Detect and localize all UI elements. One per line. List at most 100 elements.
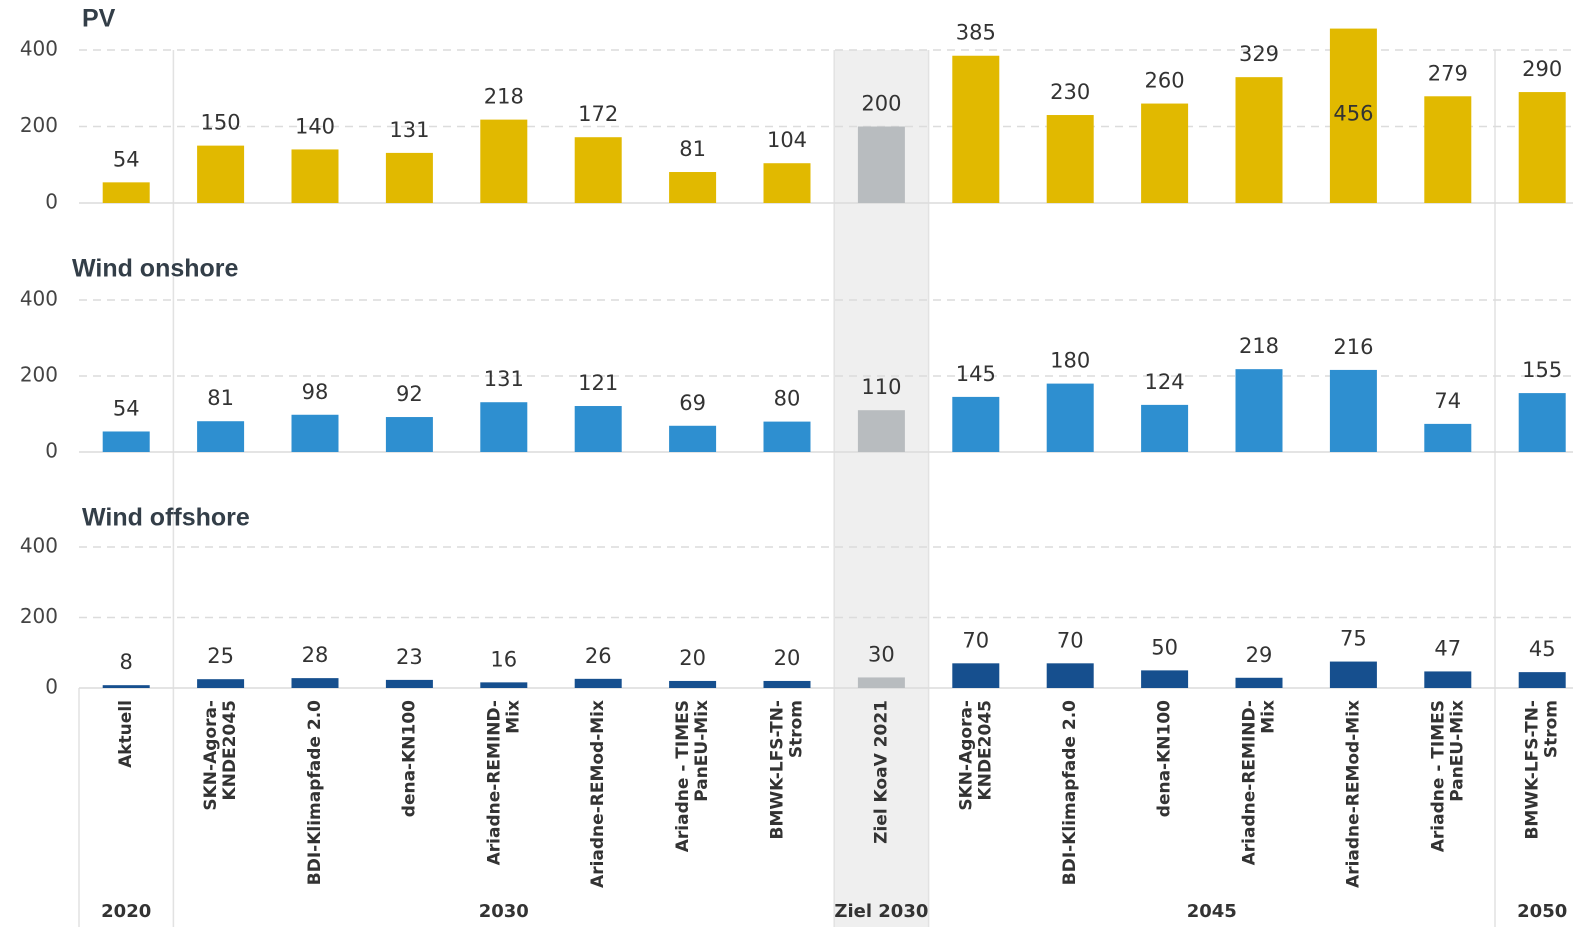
bar [763, 421, 811, 452]
bar [1329, 369, 1377, 452]
value-label: 290 [1522, 57, 1562, 81]
bar [763, 163, 811, 203]
value-label: 75 [1340, 627, 1367, 651]
bar [102, 431, 150, 452]
panel-title: PV [82, 5, 116, 33]
value-label: 216 [1333, 335, 1373, 359]
value-label: 104 [767, 128, 807, 152]
value-label: 110 [861, 375, 901, 399]
y-tick-label: 400 [20, 287, 58, 311]
category-label: Mix [503, 700, 523, 734]
group-label: 2030 [479, 901, 529, 922]
value-label: 20 [774, 646, 801, 670]
bar [291, 678, 339, 688]
bar [952, 55, 1000, 203]
bar [952, 396, 1000, 452]
bar [669, 425, 717, 452]
bar [1518, 672, 1566, 688]
bar [574, 678, 622, 688]
category-label: PanEU-Mix [692, 700, 712, 802]
bar [1235, 677, 1283, 688]
category-label: KNDE2045 [220, 700, 240, 800]
bar [291, 149, 339, 203]
value-label: 8 [120, 650, 133, 674]
bar [857, 126, 905, 203]
y-tick-label: 0 [45, 190, 58, 214]
category-label: BMWK-LFS-TN- [1523, 700, 1543, 840]
bar [197, 421, 245, 452]
value-label: 50 [1151, 635, 1178, 659]
value-label: 20 [679, 646, 706, 670]
category-label: SKN-Agora- [201, 700, 221, 811]
bar [763, 680, 811, 688]
value-label: 150 [201, 111, 241, 135]
bar [574, 137, 622, 203]
panel-title: Wind onshore [72, 255, 239, 283]
value-label: 26 [585, 644, 612, 668]
bar [1046, 115, 1094, 203]
bar [669, 172, 717, 203]
bar [1046, 663, 1094, 688]
bar [857, 410, 905, 452]
bar [1424, 96, 1472, 203]
value-label: 70 [1057, 628, 1084, 652]
value-label: 260 [1145, 69, 1185, 93]
value-label: 28 [302, 643, 329, 667]
value-label: 155 [1522, 358, 1562, 382]
value-label: 74 [1434, 389, 1461, 413]
value-label: 140 [295, 114, 335, 138]
value-label: 218 [1239, 334, 1279, 358]
category-label: Strom [787, 700, 807, 758]
value-label: 180 [1050, 349, 1090, 373]
bar [1141, 404, 1189, 452]
category-label: Ziel KoaV 2021 [871, 700, 891, 844]
value-label: 54 [113, 147, 140, 171]
value-label: 70 [962, 628, 989, 652]
category-label: Ariadne - TIMES [673, 700, 693, 852]
category-label: BDI-Klimapfade 2.0 [1060, 700, 1080, 885]
value-label: 121 [578, 371, 618, 395]
y-tick-label: 200 [20, 604, 58, 628]
bar [480, 119, 528, 203]
bar [197, 679, 245, 688]
category-label: Ariadne-REMIND- [1240, 700, 1260, 865]
value-label: 172 [578, 102, 618, 126]
value-label: 30 [868, 642, 895, 666]
category-label: PanEU-Mix [1447, 700, 1467, 802]
y-tick-label: 400 [20, 37, 58, 61]
category-label: SKN-Agora- [956, 700, 976, 811]
bar [1518, 393, 1566, 452]
value-label: 47 [1434, 636, 1461, 660]
bar [1518, 92, 1566, 203]
bar [857, 677, 905, 688]
category-label: dena-KN100 [1155, 700, 1175, 817]
value-label: 329 [1239, 42, 1279, 66]
bar [1046, 383, 1094, 452]
value-label: 145 [956, 362, 996, 386]
category-label: BDI-Klimapfade 2.0 [305, 700, 325, 885]
y-tick-label: 200 [20, 363, 58, 387]
value-label: 131 [389, 118, 429, 142]
value-label: 16 [490, 647, 517, 671]
category-label: Mix [1259, 700, 1279, 734]
bar [1329, 28, 1377, 203]
bar [385, 152, 433, 203]
bar [952, 663, 1000, 688]
bar [197, 145, 245, 203]
value-label: 385 [956, 21, 996, 45]
bar [1424, 423, 1472, 452]
y-tick-label: 400 [20, 534, 58, 558]
bar [102, 685, 150, 688]
bar [291, 414, 339, 452]
bar [385, 417, 433, 452]
value-label: 54 [113, 396, 140, 420]
bar [480, 402, 528, 452]
value-label: 456 [1333, 102, 1373, 126]
group-label: 2020 [101, 901, 151, 922]
bar [480, 682, 528, 688]
value-label: 23 [396, 645, 423, 669]
bar [1424, 671, 1472, 688]
bar [1141, 670, 1189, 688]
